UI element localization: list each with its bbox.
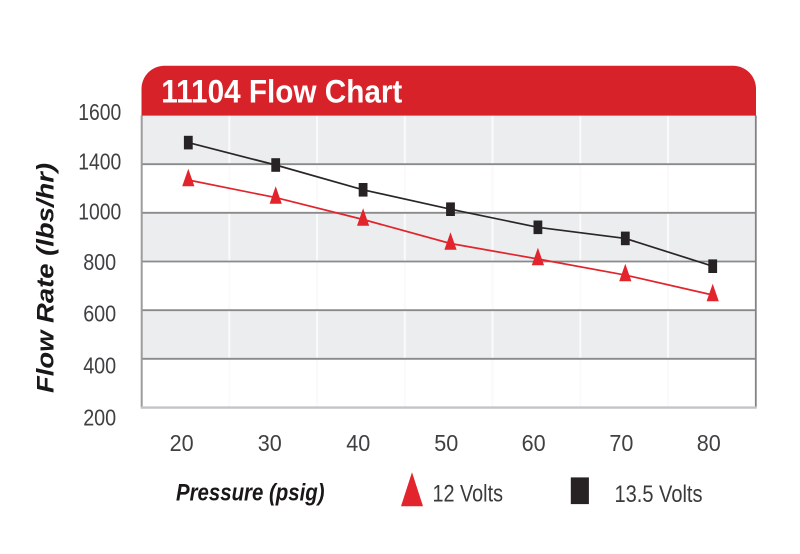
svg-text:20: 20 xyxy=(170,430,194,456)
svg-text:13.5 Volts: 13.5 Volts xyxy=(615,481,703,508)
svg-text:70: 70 xyxy=(609,430,633,456)
svg-text:200: 200 xyxy=(83,404,116,430)
svg-text:1400: 1400 xyxy=(78,149,121,175)
svg-text:400: 400 xyxy=(83,353,116,379)
svg-text:11104 Flow Chart: 11104 Flow Chart xyxy=(161,73,402,110)
svg-text:600: 600 xyxy=(83,301,116,327)
svg-text:Flow Rate (lbs/hr): Flow Rate (lbs/hr) xyxy=(33,163,60,393)
svg-text:40: 40 xyxy=(346,430,370,456)
svg-text:1600: 1600 xyxy=(78,99,121,125)
svg-text:30: 30 xyxy=(258,430,282,456)
svg-text:800: 800 xyxy=(83,249,116,275)
svg-text:60: 60 xyxy=(522,430,546,456)
svg-text:1000: 1000 xyxy=(78,199,121,225)
svg-text:80: 80 xyxy=(697,430,721,456)
svg-text:50: 50 xyxy=(434,430,458,456)
svg-text:12 Volts: 12 Volts xyxy=(433,481,504,508)
svg-text:Pressure (psig): Pressure (psig) xyxy=(176,480,325,507)
